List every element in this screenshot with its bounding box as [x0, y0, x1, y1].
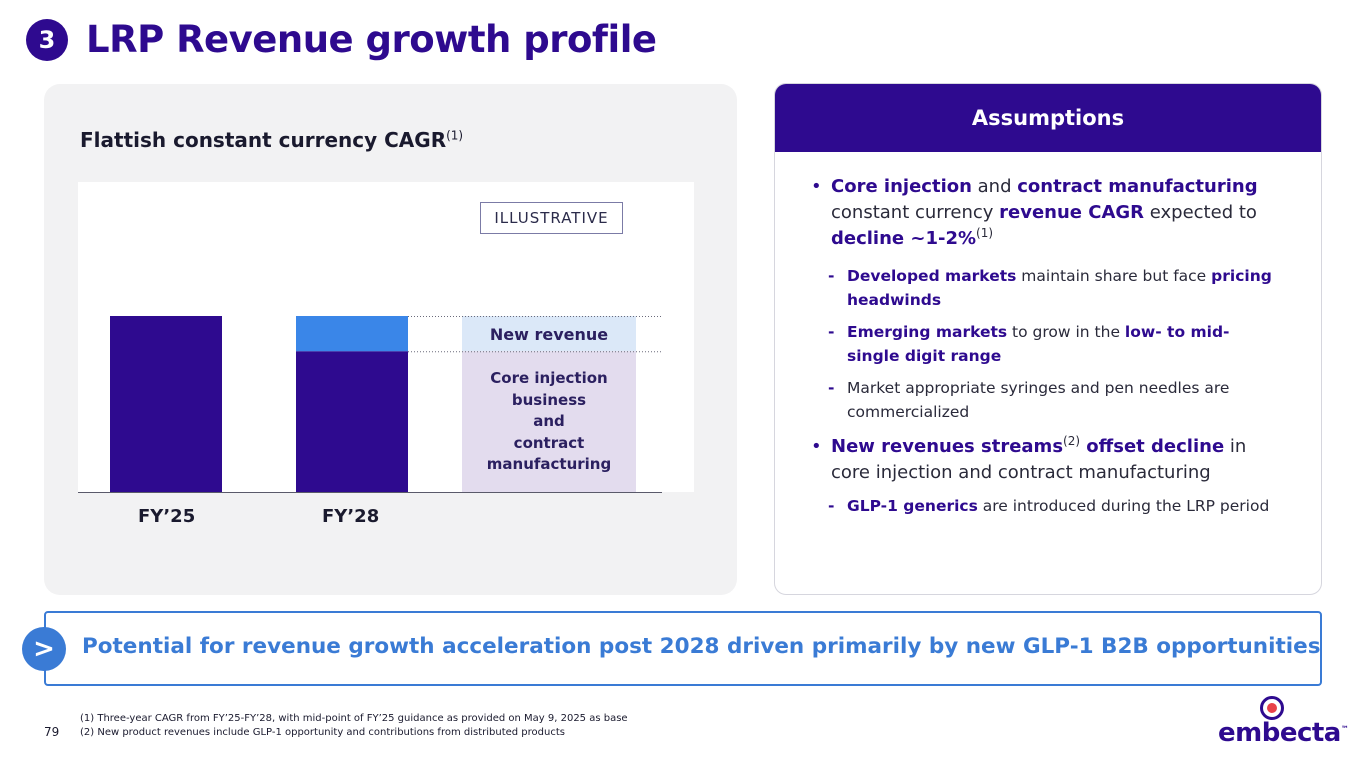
core-label-line: Core injection	[490, 369, 608, 387]
sub-bullet-syringes: Market appropriate syringes and pen need…	[794, 376, 1281, 424]
footnotes: (1) Three-year CAGR from FY’25-FY’28, wi…	[80, 712, 628, 740]
callout-text: Potential for revenue growth acceleratio…	[82, 634, 1321, 659]
bullet-text: pricing headwinds	[847, 267, 1272, 309]
bullet-text: revenue CAGR	[999, 202, 1145, 223]
page-title: LRP Revenue growth profile	[86, 18, 657, 61]
assumptions-header: Assumptions	[775, 84, 1321, 152]
page-number: 79	[44, 725, 60, 739]
revenue-chart	[78, 316, 662, 493]
core-business-label: Core injection business and contract man…	[462, 368, 636, 476]
title-row: 3 LRP Revenue growth profile	[26, 18, 657, 61]
bullet-text: to grow in the	[1007, 323, 1125, 341]
assumptions-list: Core injection and contract manufacturin…	[811, 174, 1281, 518]
chevron-right-icon: >	[22, 627, 66, 671]
bar-core-0	[110, 316, 222, 492]
embecta-logo: embecta™	[1216, 694, 1349, 748]
bullet-text: contract manufacturing	[1017, 176, 1258, 197]
bullet-text: and	[971, 176, 1018, 197]
bridge-core-block	[462, 351, 636, 492]
bullet-text: low- to mid-single digit range	[847, 323, 1230, 365]
bullet-text: Developed markets	[847, 267, 1017, 285]
bullet-text: New revenues streams	[831, 436, 1064, 457]
assumptions-panel: Assumptions Core injection and contract …	[774, 83, 1322, 595]
core-label-line: and	[533, 412, 565, 430]
bullet-text: decline ~1-2%	[831, 228, 977, 249]
bullet-text: are introduced during the LRP period	[977, 497, 1270, 515]
callout-box	[44, 611, 1322, 686]
new-revenue-label: New revenue	[489, 324, 609, 344]
chart-panel: Flattish constant currency CAGR(1) ILLUS…	[44, 84, 737, 595]
logo-dot-icon	[1267, 703, 1277, 713]
chart-heading-text: Flattish constant currency CAGR	[80, 128, 447, 152]
footnote-ref: (2)	[1063, 434, 1081, 448]
bridge-new-revenue-block	[462, 316, 636, 352]
bullet-text: Market appropriate syringes and pen need…	[847, 379, 1230, 421]
bullet-text: in core injection and contract manufactu…	[831, 436, 1247, 483]
core-label-line: contract	[513, 433, 585, 452]
x-tick-label-fy25: FY’25	[138, 506, 196, 527]
bullet-text: Core injection	[831, 176, 972, 197]
footnote-ref: (1)	[976, 226, 994, 240]
bullet-text: Emerging markets	[847, 323, 1008, 341]
bar-core-1	[296, 351, 408, 492]
bullet-new-revenues: New revenues streams(2) offset decline i…	[811, 434, 1281, 486]
core-label-line: business	[511, 390, 587, 409]
chart-heading-footnote-ref: (1)	[446, 128, 464, 143]
footnote-2: (2) New product revenues include GLP-1 o…	[80, 727, 565, 738]
chart-canvas: ILLUSTRATIVE New revenue Core injection …	[78, 182, 694, 493]
bullet-text: maintain share but face	[1016, 267, 1212, 285]
logo-text: embecta	[1218, 718, 1341, 748]
logo-trademark: ™	[1340, 724, 1349, 734]
sub-bullet-developed-markets: Developed markets maintain share but fac…	[794, 264, 1281, 312]
logo-ring-icon	[1260, 696, 1284, 720]
sub-bullet-glp1-generics: GLP-1 generics are introduced during the…	[794, 494, 1281, 518]
bullet-text: GLP-1 generics	[847, 497, 978, 515]
logo-wordmark: embecta™	[1218, 718, 1349, 748]
x-tick-label-fy28: FY’28	[322, 506, 380, 527]
bullet-text: constant currency	[831, 202, 1000, 223]
bar-new-revenue-1	[296, 316, 408, 352]
sub-bullet-emerging-markets: Emerging markets to grow in the low- to …	[794, 320, 1281, 368]
footnote-1: (1) Three-year CAGR from FY’25-FY’28, wi…	[80, 713, 628, 724]
chart-heading: Flattish constant currency CAGR(1)	[80, 128, 463, 152]
bullet-text: offset decline	[1080, 436, 1225, 457]
illustrative-tag: ILLUSTRATIVE	[480, 202, 623, 234]
bullet-core-injection: Core injection and contract manufacturin…	[811, 174, 1281, 252]
bullet-text: expected to	[1144, 202, 1257, 223]
step-number-badge: 3	[26, 18, 68, 61]
core-label-line: manufacturing	[486, 455, 612, 473]
